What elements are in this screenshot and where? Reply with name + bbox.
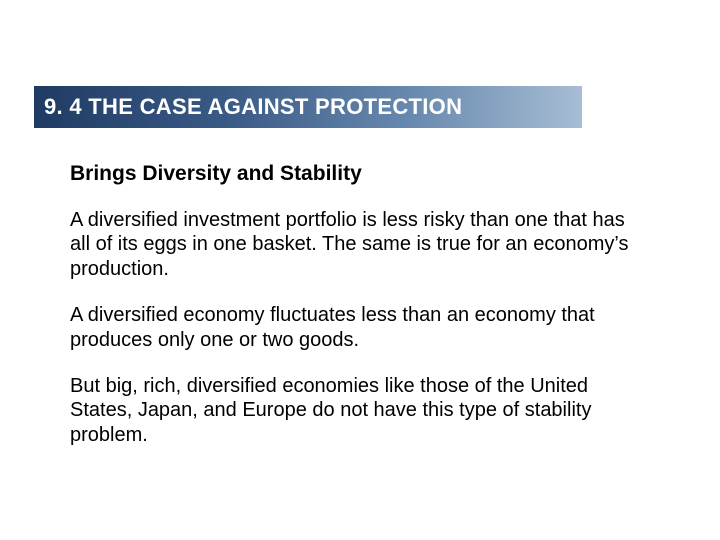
- slide: 9. 4 THE CASE AGAINST PROTECTION Brings …: [0, 0, 720, 540]
- body-paragraph: A diversified economy fluctuates less th…: [70, 303, 646, 352]
- slide-content: Brings Diversity and Stability A diversi…: [70, 162, 646, 469]
- slide-subheading: Brings Diversity and Stability: [70, 162, 646, 186]
- body-paragraph: But big, rich, diversified economies lik…: [70, 374, 646, 447]
- body-paragraph: A diversified investment portfolio is le…: [70, 208, 646, 281]
- section-title-text: 9. 4 THE CASE AGAINST PROTECTION: [44, 94, 462, 120]
- section-title-bar: 9. 4 THE CASE AGAINST PROTECTION: [34, 86, 582, 128]
